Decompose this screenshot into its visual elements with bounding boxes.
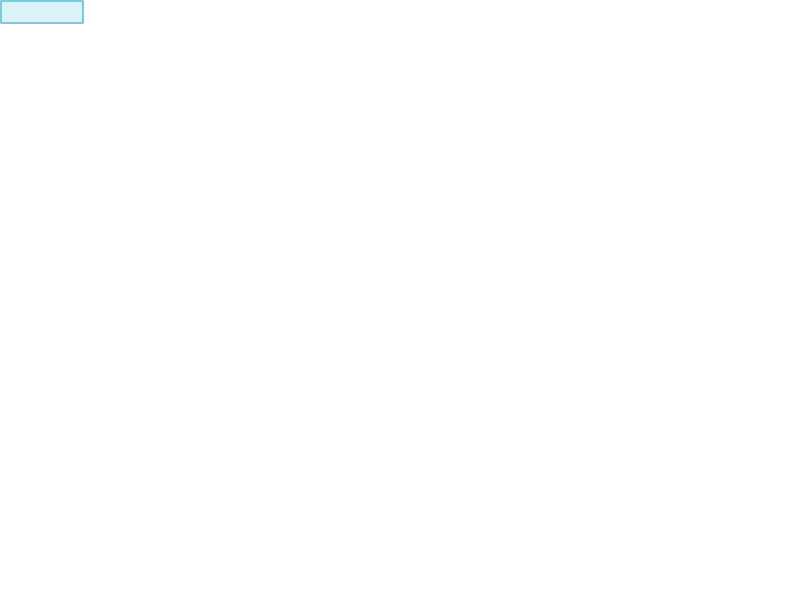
diagram-svg <box>60 210 380 530</box>
equation-components <box>0 0 84 24</box>
slide <box>0 0 800 600</box>
vector-diagram <box>60 210 380 530</box>
slide-title <box>0 20 800 59</box>
